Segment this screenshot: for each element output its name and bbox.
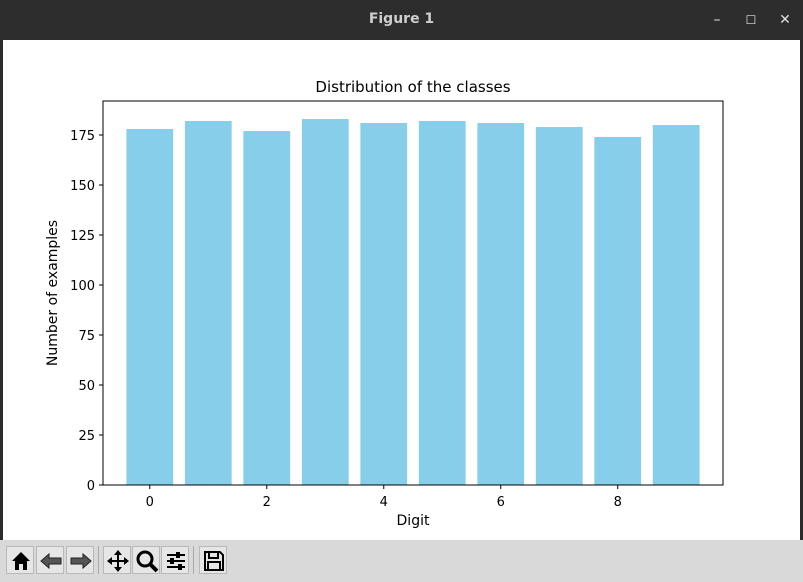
y-axis-ticks: 0 25 50 75 100 125 150 175 [70, 129, 103, 494]
y-tick-label: 0 [87, 479, 95, 494]
maximize-button[interactable]: ☐ [745, 13, 757, 27]
y-tick-label: 50 [78, 379, 95, 394]
bar-digit-4 [360, 123, 408, 485]
bar-chart: Distribution of the classes 0 2 4 6 8 0 25 50 7… [45, 78, 724, 529]
bar-digit-2 [243, 131, 291, 485]
bar-digit-7 [535, 127, 583, 485]
x-tick-label: 0 [146, 495, 154, 510]
x-tick-label: 6 [497, 495, 505, 510]
bar-digit-1 [184, 121, 232, 485]
bar-digit-3 [301, 119, 349, 485]
pan-button[interactable] [103, 546, 131, 574]
home-icon [12, 552, 30, 570]
y-tick-label: 125 [70, 229, 95, 244]
forward-button[interactable] [66, 546, 94, 574]
x-tick-label: 2 [263, 495, 271, 510]
window-titlebar[interactable]: Figure 1 – ☐ ✕ [0, 0, 803, 40]
x-tick-label: 8 [614, 495, 622, 510]
back-icon [40, 552, 62, 570]
forward-icon [70, 552, 92, 570]
configure-subplots-icon [167, 552, 185, 570]
save-button[interactable] [199, 546, 227, 574]
x-axis-ticks: 0 2 4 6 8 [146, 485, 622, 510]
configure-subplots-button[interactable] [161, 546, 189, 574]
bars-group [126, 119, 700, 485]
y-tick-label: 175 [70, 129, 95, 144]
toolbar-separator [193, 546, 194, 574]
close-button[interactable]: ✕ [779, 12, 791, 28]
bar-digit-6 [477, 123, 525, 485]
chart-title: Distribution of the classes [315, 78, 510, 96]
save-icon [204, 551, 224, 571]
axes-frame [102, 100, 724, 486]
toolbar-separator [98, 546, 99, 574]
y-tick-label: 25 [78, 429, 95, 444]
bar-digit-0 [126, 129, 174, 485]
zoom-icon [136, 550, 159, 573]
minimize-button[interactable]: – [713, 12, 721, 28]
y-tick-label: 75 [78, 329, 95, 344]
bar-digit-5 [418, 121, 466, 485]
bar-digit-9 [652, 125, 700, 485]
navigation-toolbar [0, 540, 803, 582]
x-axis-label: Digit [397, 513, 430, 529]
home-button[interactable] [6, 546, 34, 574]
x-tick-label: 4 [380, 495, 388, 510]
back-button[interactable] [36, 546, 64, 574]
zoom-button[interactable] [132, 546, 160, 574]
window-title: Figure 1 [368, 11, 435, 27]
y-tick-label: 100 [70, 279, 95, 294]
figure-canvas[interactable]: Distribution of the classes 0 2 4 6 8 0 25 50 7… [3, 40, 800, 540]
pan-icon [107, 550, 129, 572]
bar-digit-8 [594, 137, 642, 485]
y-tick-label: 150 [70, 179, 95, 194]
y-axis-label: Number of examples [45, 220, 61, 366]
